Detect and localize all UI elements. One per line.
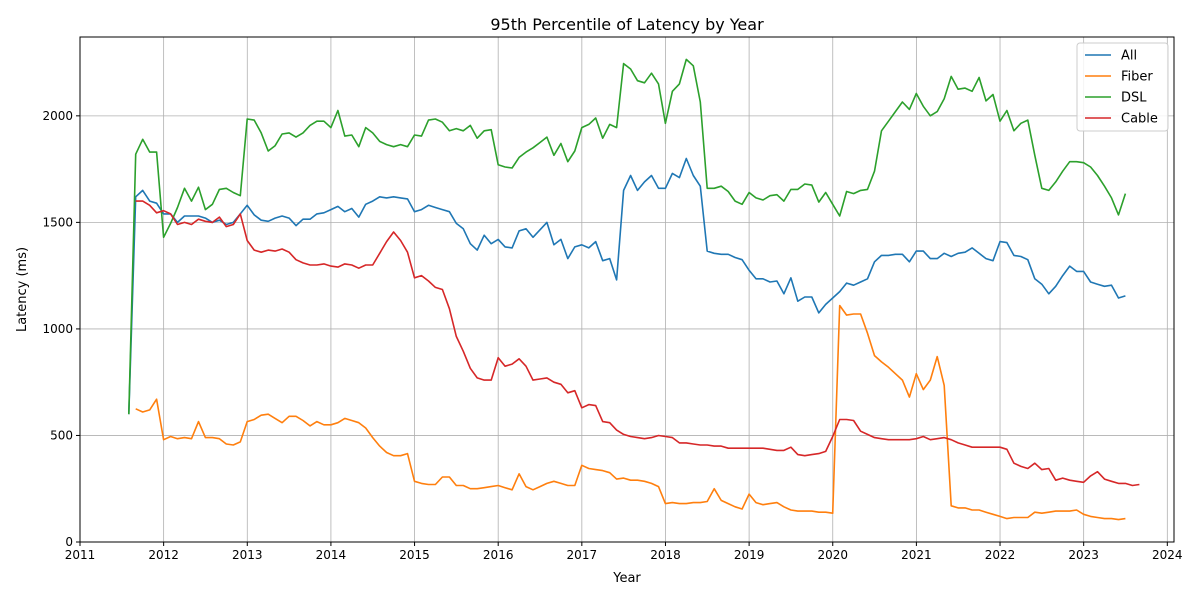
y-tick-label: 1000 (42, 322, 73, 336)
chart-title: 95th Percentile of Latency by Year (490, 15, 764, 34)
legend-entry: All (1121, 49, 1137, 64)
y-tick-label: 1500 (42, 215, 73, 229)
x-tick-label: 2017 (567, 548, 598, 562)
x-tick-label: 2022 (985, 548, 1016, 562)
x-axis-ticks: 2011 2012 2013 2014 2015 2016 2017 2018 2019 2020… (65, 542, 1183, 562)
x-tick-label: 2023 (1068, 548, 1099, 562)
series-line-fiber (135, 304, 1126, 521)
x-tick-label: 2016 (483, 548, 514, 562)
x-tick-label: 2021 (901, 548, 932, 562)
y-tick-label: 2000 (42, 109, 73, 123)
legend-entry: DSL (1121, 91, 1147, 106)
series-line-all (128, 157, 1126, 415)
x-tick-label: 2014 (316, 548, 347, 562)
legend-entry: Fiber (1121, 70, 1153, 85)
series-line-cable (135, 200, 1140, 487)
plot-frame (79, 36, 1175, 543)
legend-box (1076, 42, 1169, 132)
y-axis-ticks: 0 500 1000 1500 2000 (42, 109, 80, 549)
y-axis-label: Latency (ms) (15, 247, 30, 332)
x-tick-label: 2012 (148, 548, 179, 562)
series-lines (128, 58, 1140, 521)
y-tick-label: 500 (50, 428, 73, 442)
x-tick-label: 2018 (650, 548, 681, 562)
legend-entry: Cable (1121, 112, 1158, 127)
x-axis-label: Year (612, 571, 641, 586)
x-tick-label: 2011 (65, 548, 96, 562)
grid (79, 37, 1174, 543)
x-tick-label: 2020 (817, 548, 848, 562)
x-tick-label: 2015 (399, 548, 430, 562)
x-tick-label: 2019 (734, 548, 765, 562)
x-tick-label: 2024 (1152, 548, 1183, 562)
x-tick-label: 2013 (232, 548, 263, 562)
legend: All Fiber DSL Cable (1076, 42, 1169, 132)
y-tick-label: 0 (65, 535, 73, 549)
series-line-dsl (128, 58, 1127, 415)
